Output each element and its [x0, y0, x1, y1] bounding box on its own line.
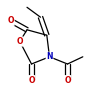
Text: N: N: [46, 52, 53, 61]
Text: O: O: [28, 76, 35, 85]
Text: O: O: [17, 37, 23, 46]
Text: O: O: [64, 76, 71, 85]
Text: O: O: [8, 16, 14, 25]
